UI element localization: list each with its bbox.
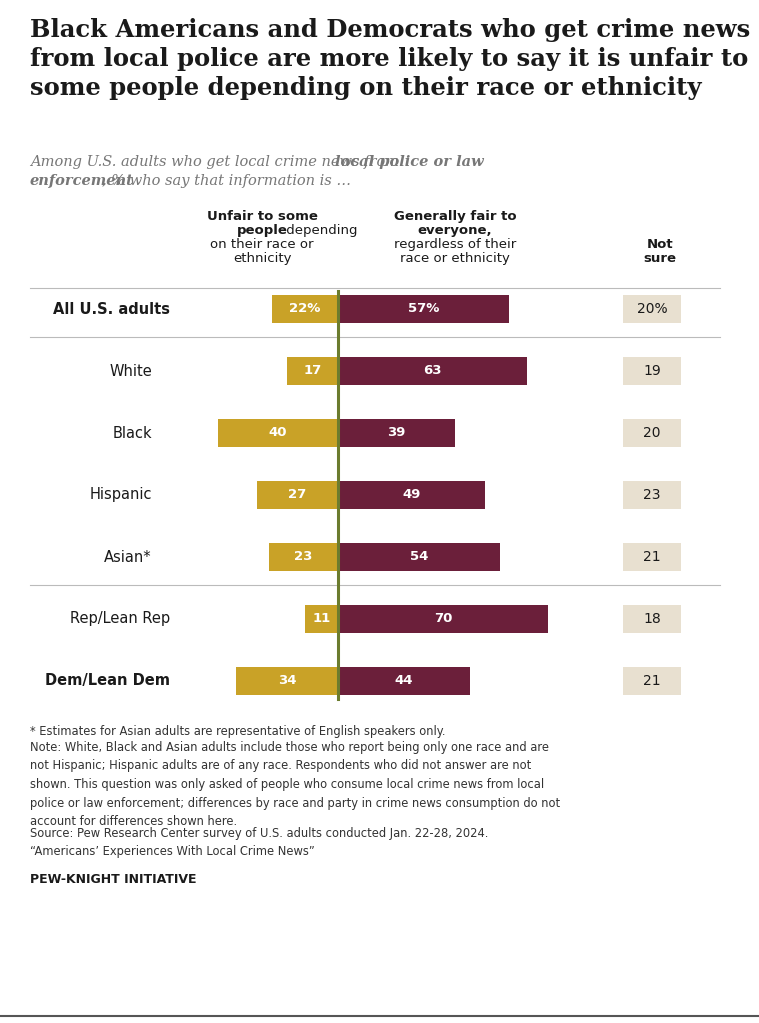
Bar [623,295,681,323]
Text: local police or law: local police or law [335,155,483,169]
Text: race or ethnicity: race or ethnicity [400,252,510,265]
Bar [269,543,338,571]
Text: * Estimates for Asian adults are representative of English speakers only.: * Estimates for Asian adults are represe… [30,725,446,738]
Text: 49: 49 [402,489,420,501]
Bar [287,357,338,385]
Text: PEW-KNIGHT INITIATIVE: PEW-KNIGHT INITIATIVE [30,873,197,886]
Text: everyone,: everyone, [417,224,493,237]
Bar [218,419,338,447]
Bar [623,481,681,509]
Text: , % who say that information is …: , % who say that information is … [102,174,351,188]
Bar [338,481,485,509]
Text: Rep/Lean Rep: Rep/Lean Rep [70,612,170,626]
Text: 70: 70 [434,613,452,625]
Text: 44: 44 [395,674,413,687]
Bar [623,357,681,385]
Text: 22%: 22% [289,303,321,315]
Text: 18: 18 [643,612,661,626]
Text: Note: White, Black and Asian adults include those who report being only one race: Note: White, Black and Asian adults incl… [30,741,560,828]
Bar [623,543,681,571]
Bar [623,667,681,695]
Text: Asian*: Asian* [105,549,152,565]
Text: 54: 54 [410,550,428,564]
Text: ethnicity: ethnicity [233,252,291,265]
Bar [338,419,455,447]
Text: 57%: 57% [408,303,439,315]
Bar [338,543,500,571]
Bar [623,419,681,447]
Text: 20%: 20% [637,302,667,316]
Bar [338,357,527,385]
Text: 21: 21 [643,674,661,688]
Text: 19: 19 [643,364,661,379]
Text: Source: Pew Research Center survey of U.S. adults conducted Jan. 22-28, 2024.
“A: Source: Pew Research Center survey of U.… [30,827,488,858]
Bar [338,605,548,633]
Text: Generally fair to: Generally fair to [394,210,516,223]
Text: enforcement: enforcement [30,174,134,188]
Text: 20: 20 [643,426,661,440]
Text: 39: 39 [387,427,406,440]
Text: depending: depending [282,224,357,237]
Bar [257,481,338,509]
Bar [338,295,509,323]
Text: Hispanic: Hispanic [90,488,152,502]
Text: 27: 27 [288,489,307,501]
Text: Unfair to some: Unfair to some [206,210,317,223]
Bar [236,667,338,695]
Text: 17: 17 [304,364,322,377]
Text: Dem/Lean Dem: Dem/Lean Dem [45,673,170,688]
Bar [338,667,470,695]
Text: regardless of their: regardless of their [394,238,516,251]
Text: 34: 34 [278,674,296,687]
Text: on their race or: on their race or [210,238,313,251]
Text: White: White [109,363,152,379]
Bar [623,605,681,633]
Text: 23: 23 [643,488,661,502]
Bar [272,295,338,323]
Text: 11: 11 [313,613,331,625]
Text: 63: 63 [424,364,442,377]
Text: Among U.S. adults who get local crime news from: Among U.S. adults who get local crime ne… [30,155,404,169]
Text: 21: 21 [643,550,661,564]
Text: All U.S. adults: All U.S. adults [53,302,170,316]
Bar [305,605,338,633]
Text: people: people [237,224,288,237]
Text: Black Americans and Democrats who get crime news
from local police are more like: Black Americans and Democrats who get cr… [30,18,750,99]
Text: sure: sure [644,252,676,265]
Text: Black: Black [112,426,152,441]
Text: 23: 23 [294,550,313,564]
Text: Not: Not [647,238,673,251]
Text: 40: 40 [269,427,287,440]
